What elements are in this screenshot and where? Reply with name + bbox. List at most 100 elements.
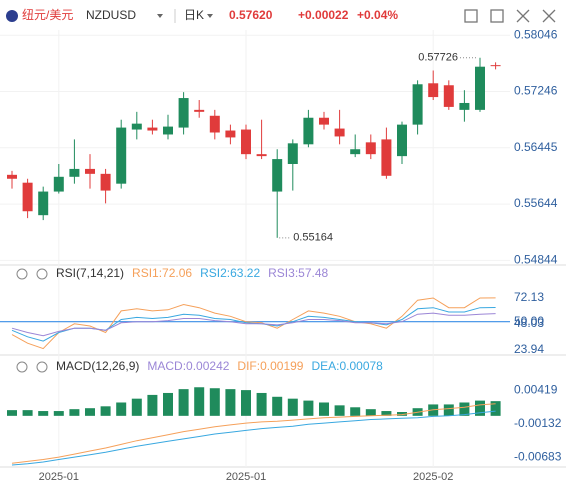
series-line	[11, 410, 496, 466]
eye-icon[interactable]	[16, 268, 28, 280]
tool-icon[interactable]	[464, 9, 478, 23]
candle-body	[178, 98, 189, 128]
candle-body	[147, 127, 158, 131]
tool-icon[interactable]	[542, 9, 556, 23]
y-tick-label: 0.56445	[514, 140, 558, 154]
pair-name: 纽元/美元	[22, 8, 73, 22]
gear-icon[interactable]	[36, 361, 48, 373]
y-tick-label: 72.13	[514, 290, 544, 304]
candle-body	[116, 127, 127, 184]
macd-bar	[256, 392, 267, 416]
x-tick-label: 2025-01	[39, 471, 79, 483]
y-tick-label: 0.00419	[514, 383, 558, 397]
candle-body	[303, 117, 314, 145]
y-tick-label: 0.54844	[514, 252, 558, 266]
y-tick-label: 23.94	[514, 342, 544, 356]
macd-bar	[241, 390, 251, 416]
symbol[interactable]: NZDUSD	[86, 8, 136, 22]
macd-bar	[334, 405, 345, 416]
legend-entry: RSI2:63.22	[200, 266, 260, 280]
series-line	[11, 403, 496, 464]
y-tick-label: 0.58046	[514, 27, 558, 41]
candle-body	[7, 174, 17, 179]
macd-bar	[194, 387, 205, 416]
panel-title: MACD(12,26,9)	[56, 359, 139, 373]
legend-entry: MACD:0.00242	[147, 359, 229, 373]
candle-body	[287, 143, 298, 164]
candle-body	[350, 149, 361, 155]
eye-icon[interactable]	[16, 361, 28, 373]
macd-bar	[7, 410, 17, 416]
legend-entry: RSI3:57.48	[268, 266, 328, 280]
candle-body	[475, 66, 485, 110]
macd-bar	[397, 412, 407, 416]
macd-bar	[147, 394, 158, 416]
candle-body	[85, 168, 95, 174]
macd-bar	[209, 388, 220, 416]
toolbar	[464, 9, 556, 23]
y-tick-label: 0.57246	[514, 84, 558, 98]
macd-bar	[22, 410, 33, 416]
candle-body	[22, 182, 33, 212]
macd-bar	[85, 408, 95, 416]
candle-body	[428, 83, 439, 98]
y-tick-label: 50.00	[514, 314, 544, 328]
macd-bar	[225, 389, 236, 416]
macd-bar	[443, 404, 454, 416]
candle-body	[163, 126, 173, 135]
candle-body	[131, 123, 142, 130]
tool-icon[interactable]	[516, 9, 530, 23]
candle-body	[194, 109, 205, 112]
candle-body	[53, 176, 64, 192]
macd-bar	[53, 411, 64, 416]
gear-icon[interactable]	[36, 268, 48, 280]
candle-body	[272, 159, 283, 192]
flag-icon	[6, 10, 18, 22]
change-pct: +0.04%	[357, 8, 398, 22]
candle-body	[412, 84, 423, 125]
y-tick-label: -0.00132	[514, 416, 562, 430]
dropdown-arrow[interactable]	[157, 14, 163, 18]
macd-bar	[131, 398, 142, 416]
change: +0.00022	[298, 8, 349, 22]
candle-body	[100, 173, 111, 191]
x-tick-label: 2025-01	[226, 471, 266, 483]
macd-bar	[69, 409, 80, 416]
macd-bar	[116, 402, 127, 416]
legend-entry: RSI1:72.06	[132, 266, 192, 280]
y-tick-label: 0.55644	[514, 196, 558, 210]
macd-bar	[38, 411, 49, 416]
y-tick-label: 48.03	[514, 316, 544, 330]
candle-body	[443, 85, 454, 107]
macd-bar	[350, 407, 361, 416]
macd-bar	[319, 402, 329, 416]
period[interactable]: 日K	[184, 8, 204, 22]
candle-body	[319, 117, 329, 125]
legend-entry: DIF:0.00199	[237, 359, 303, 373]
macd-bar	[381, 411, 392, 416]
dropdown-arrow[interactable]	[207, 14, 213, 18]
candle-body	[225, 130, 236, 138]
macd-bar	[365, 409, 376, 416]
candle-body	[69, 168, 80, 177]
series-line	[11, 312, 496, 337]
tool-icon[interactable]	[490, 9, 504, 23]
macd-bar	[459, 402, 470, 416]
legend-entry: DEA:0.00078	[311, 359, 383, 373]
price: 0.57620	[229, 8, 273, 22]
panel-title: RSI(7,14,21)	[56, 266, 124, 280]
macd-bar	[490, 401, 501, 416]
candle-body	[459, 102, 470, 110]
candle-body	[365, 142, 376, 155]
x-tick-label: 2025-02	[413, 471, 453, 483]
annotation: 0.57726	[418, 52, 458, 64]
y-tick-label: -0.00683	[514, 449, 562, 463]
macd-bar	[272, 396, 283, 416]
macd-bar	[287, 398, 298, 416]
candle-body	[209, 115, 220, 133]
macd-bar	[100, 406, 111, 416]
candle-body	[241, 129, 251, 155]
macd-bar	[475, 400, 485, 416]
candle-body	[381, 139, 392, 176]
